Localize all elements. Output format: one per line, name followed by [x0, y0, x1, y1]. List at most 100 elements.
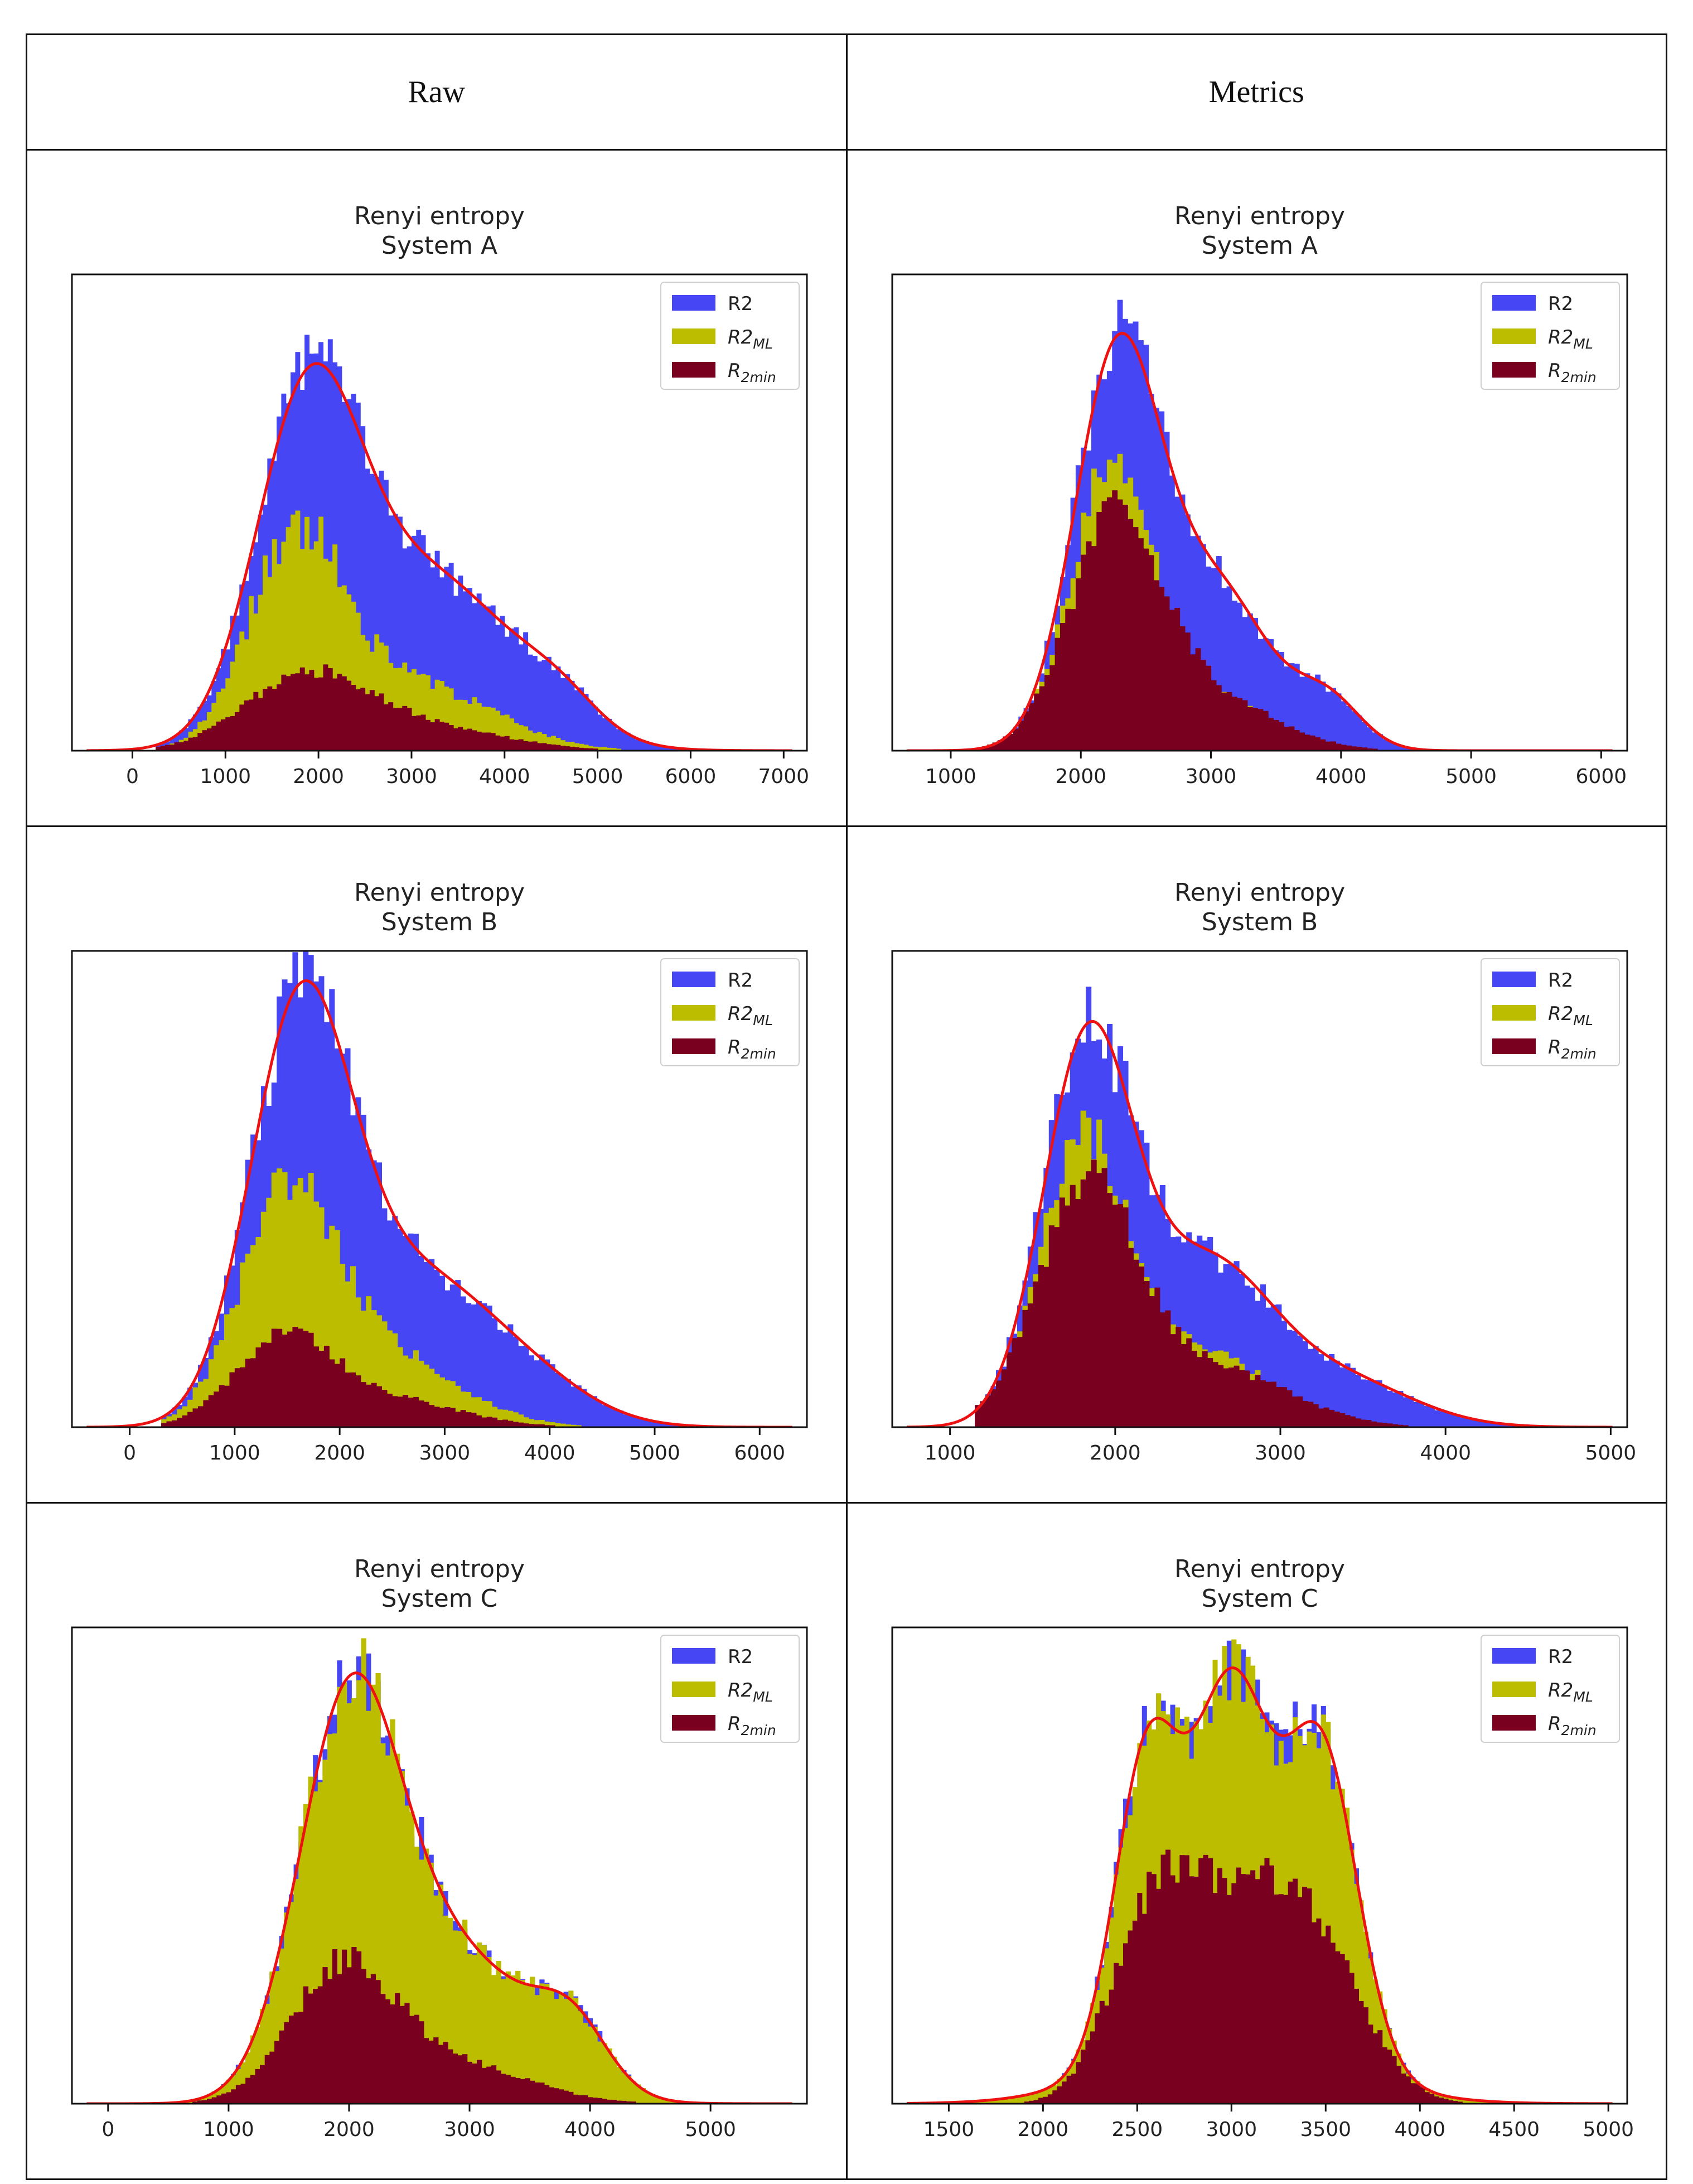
- bar: [1286, 1390, 1292, 1427]
- bar: [351, 685, 356, 751]
- bar: [188, 737, 194, 751]
- bar: [481, 1400, 487, 1427]
- bar: [322, 1760, 328, 2104]
- bar: [486, 1417, 492, 1427]
- bar: [313, 1201, 320, 1427]
- bar: [444, 1290, 451, 1427]
- bar: [355, 689, 361, 751]
- chart-title: Renyi entropy: [1174, 1555, 1344, 1583]
- series-r2min: [192, 1947, 636, 2104]
- bar: [1033, 2093, 1039, 2104]
- bar: [374, 476, 380, 751]
- bar: [583, 694, 589, 751]
- bar: [192, 1387, 199, 1427]
- bar: [1247, 613, 1253, 751]
- x-tick-label: 0: [101, 2118, 114, 2141]
- bar: [1365, 1420, 1372, 1427]
- bar: [1205, 665, 1211, 751]
- bar: [534, 1420, 540, 1427]
- legend-swatch-r2ml: [672, 328, 715, 344]
- bar: [332, 1949, 337, 2104]
- legend-swatch-r2: [672, 295, 715, 311]
- bar: [1033, 2100, 1039, 2104]
- bar: [1438, 2098, 1444, 2104]
- bar: [366, 1149, 372, 1427]
- x-tick-label: 6000: [734, 1442, 785, 1465]
- bar: [1315, 1918, 1321, 2104]
- x-tick-label: 1000: [209, 1442, 260, 1465]
- bar: [1309, 735, 1315, 751]
- bar: [607, 2048, 612, 2104]
- bars-system-a-raw: [156, 335, 686, 751]
- bar: [1318, 1408, 1324, 1427]
- bar: [1148, 555, 1154, 751]
- bar: [346, 1703, 352, 2104]
- bar: [530, 1977, 535, 2104]
- plot-frame: [71, 273, 808, 752]
- bar: [1445, 1412, 1451, 1427]
- bar: [1027, 1303, 1033, 1427]
- bar: [1188, 1876, 1194, 2104]
- legend-swatch-r2ml: [672, 1682, 715, 1697]
- bar: [1195, 648, 1201, 751]
- legend-label-r2: R2: [1548, 969, 1573, 992]
- bar: [411, 669, 417, 751]
- bar: [1211, 568, 1216, 751]
- bar: [360, 1382, 366, 1427]
- bar: [570, 1424, 577, 1427]
- bar: [355, 1375, 361, 1427]
- bar: [318, 677, 324, 751]
- bar: [514, 627, 519, 751]
- chart-title: Renyi entropy: [1174, 202, 1344, 230]
- x-tick-label: 5000: [685, 2118, 736, 2141]
- bar: [1334, 1412, 1340, 1427]
- bar: [1143, 1281, 1149, 1427]
- bar: [597, 747, 603, 751]
- bar: [286, 527, 291, 751]
- bar: [1223, 1368, 1229, 1427]
- bar: [638, 1418, 645, 1427]
- bar: [1133, 1259, 1139, 1427]
- bar: [234, 1304, 240, 1427]
- bar: [334, 1230, 340, 1427]
- bar: [1239, 1370, 1245, 1427]
- bars-system-c-metrics: [967, 1639, 1500, 2104]
- bar: [560, 746, 565, 751]
- bar: [409, 2016, 415, 2104]
- legend-swatch-r2: [1492, 295, 1536, 311]
- bar: [467, 728, 472, 751]
- bar: [282, 1172, 288, 1427]
- bar: [366, 1384, 372, 1427]
- bar: [1355, 1418, 1361, 1427]
- bar: [166, 1421, 172, 1427]
- bar: [322, 1967, 328, 2104]
- bar: [491, 1975, 497, 2104]
- legend-swatch-r2: [672, 972, 715, 987]
- bar: [323, 558, 328, 751]
- bar: [323, 1239, 330, 1427]
- bar: [1099, 2001, 1105, 2104]
- bar: [260, 1211, 267, 1427]
- bar: [1175, 1327, 1181, 1427]
- bar: [1320, 1936, 1326, 2104]
- bar: [397, 516, 403, 751]
- bar: [313, 1791, 318, 2104]
- bar: [1000, 2098, 1005, 2104]
- bar: [411, 716, 417, 751]
- bar: [1060, 623, 1066, 751]
- bar: [423, 1402, 429, 1427]
- bar: [174, 742, 180, 751]
- bar: [439, 1408, 446, 1427]
- bar: [216, 692, 221, 751]
- bar: [502, 1409, 508, 1427]
- bar: [1349, 1368, 1356, 1427]
- legend-swatch-r2ml: [1492, 1682, 1536, 1697]
- bar: [1234, 1261, 1240, 1427]
- bar: [332, 544, 338, 751]
- bar: [1381, 1423, 1387, 1427]
- bar: [239, 704, 245, 751]
- bar: [282, 1334, 288, 1427]
- bar: [1028, 2100, 1034, 2104]
- legend-swatch-r2min: [672, 1038, 715, 1054]
